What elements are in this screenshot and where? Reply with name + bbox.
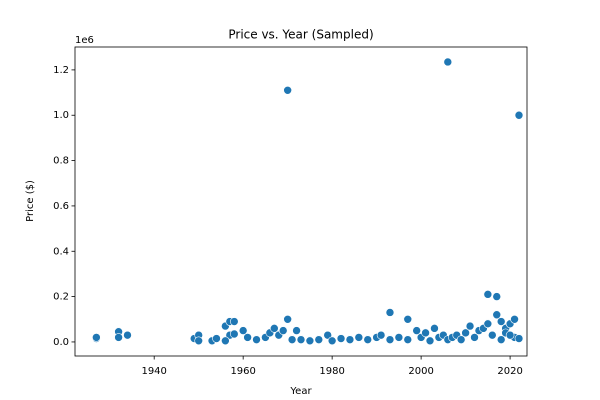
point [514, 334, 524, 343]
y-tick-label: 0.6 [53, 201, 69, 212]
point [394, 333, 404, 342]
point [229, 317, 239, 326]
point [238, 326, 248, 335]
point [443, 57, 453, 67]
x-tick-label: 2020 [497, 366, 522, 377]
point [252, 335, 261, 344]
point [421, 328, 430, 338]
point [345, 335, 355, 344]
point [194, 336, 203, 346]
point [283, 86, 292, 95]
y-tick-label: 0.2 [53, 292, 69, 303]
point [92, 333, 101, 342]
point [327, 336, 337, 346]
point [430, 324, 439, 333]
y-tick-label: 0.0 [53, 337, 69, 348]
point [212, 334, 221, 343]
point [483, 319, 493, 329]
point [278, 326, 288, 335]
point [296, 335, 306, 344]
point [461, 328, 470, 338]
x-tick-label: 2000 [408, 366, 433, 377]
point [243, 333, 252, 342]
y-tick-label: 1.2 [53, 65, 69, 76]
point [336, 334, 346, 343]
y-axis-label: Price ($) [25, 180, 36, 222]
point [496, 335, 506, 344]
point [123, 330, 132, 340]
x-tick-label: 1960 [230, 366, 255, 377]
point [305, 336, 315, 346]
x-tick-label: 1980 [319, 366, 344, 377]
y-tick-label: 0.8 [53, 156, 69, 167]
point [492, 292, 502, 301]
point [483, 290, 493, 299]
point [314, 335, 324, 344]
x-axis-label: Year [289, 386, 312, 397]
x-tick-label: 1940 [141, 366, 166, 377]
point [363, 335, 373, 344]
point [510, 314, 519, 324]
point [403, 314, 413, 324]
point [470, 333, 479, 342]
point [270, 324, 279, 333]
point [487, 330, 497, 340]
point [412, 326, 421, 335]
point [385, 308, 395, 317]
point [385, 335, 395, 344]
y-tick-label: 1.0 [53, 110, 69, 121]
point [514, 110, 524, 120]
point [425, 336, 435, 346]
point [376, 330, 386, 340]
chart-title: Price vs. Year (Sampled) [228, 28, 373, 42]
point [505, 330, 515, 340]
point [114, 333, 123, 342]
y-tick-label: 0.4 [53, 246, 69, 257]
point [323, 330, 332, 340]
point [403, 335, 413, 344]
point [354, 333, 364, 342]
point [292, 326, 301, 335]
plot-frame [74, 46, 528, 357]
point [221, 336, 230, 346]
point [287, 335, 297, 344]
point [492, 310, 502, 320]
point [229, 329, 239, 339]
point [456, 335, 466, 344]
point [283, 314, 292, 324]
point [496, 317, 506, 326]
y-offset-label: 1e6 [75, 35, 94, 46]
point [465, 321, 475, 331]
